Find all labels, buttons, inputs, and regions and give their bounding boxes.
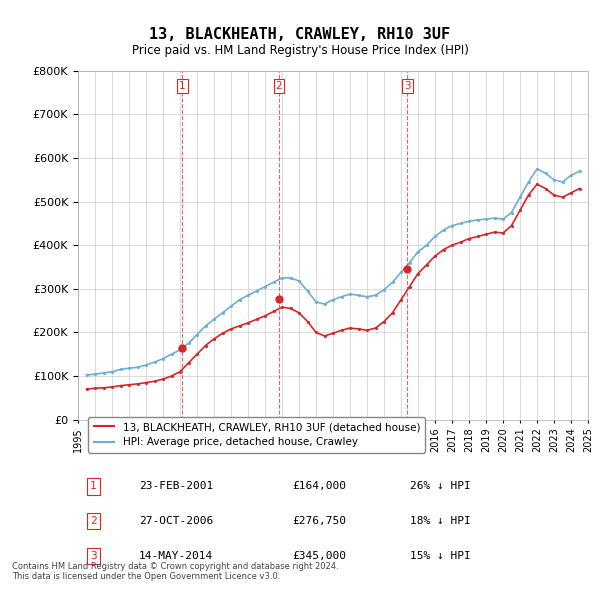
Text: 27-OCT-2006: 27-OCT-2006: [139, 516, 214, 526]
Text: 26% ↓ HPI: 26% ↓ HPI: [409, 481, 470, 491]
Text: 1: 1: [90, 481, 97, 491]
Text: 15% ↓ HPI: 15% ↓ HPI: [409, 551, 470, 561]
Text: 3: 3: [90, 551, 97, 561]
Text: £345,000: £345,000: [292, 551, 346, 561]
Text: 13, BLACKHEATH, CRAWLEY, RH10 3UF: 13, BLACKHEATH, CRAWLEY, RH10 3UF: [149, 27, 451, 41]
Text: 3: 3: [404, 81, 410, 91]
Text: 2: 2: [275, 81, 282, 91]
Legend: 13, BLACKHEATH, CRAWLEY, RH10 3UF (detached house), HPI: Average price, detached: 13, BLACKHEATH, CRAWLEY, RH10 3UF (detac…: [88, 417, 425, 453]
Text: £276,750: £276,750: [292, 516, 346, 526]
Text: 2: 2: [90, 516, 97, 526]
Text: 23-FEB-2001: 23-FEB-2001: [139, 481, 214, 491]
Text: Contains HM Land Registry data © Crown copyright and database right 2024.
This d: Contains HM Land Registry data © Crown c…: [12, 562, 338, 581]
Text: 1: 1: [179, 81, 185, 91]
Text: 18% ↓ HPI: 18% ↓ HPI: [409, 516, 470, 526]
Text: £164,000: £164,000: [292, 481, 346, 491]
Text: 14-MAY-2014: 14-MAY-2014: [139, 551, 214, 561]
Text: Price paid vs. HM Land Registry's House Price Index (HPI): Price paid vs. HM Land Registry's House …: [131, 44, 469, 57]
